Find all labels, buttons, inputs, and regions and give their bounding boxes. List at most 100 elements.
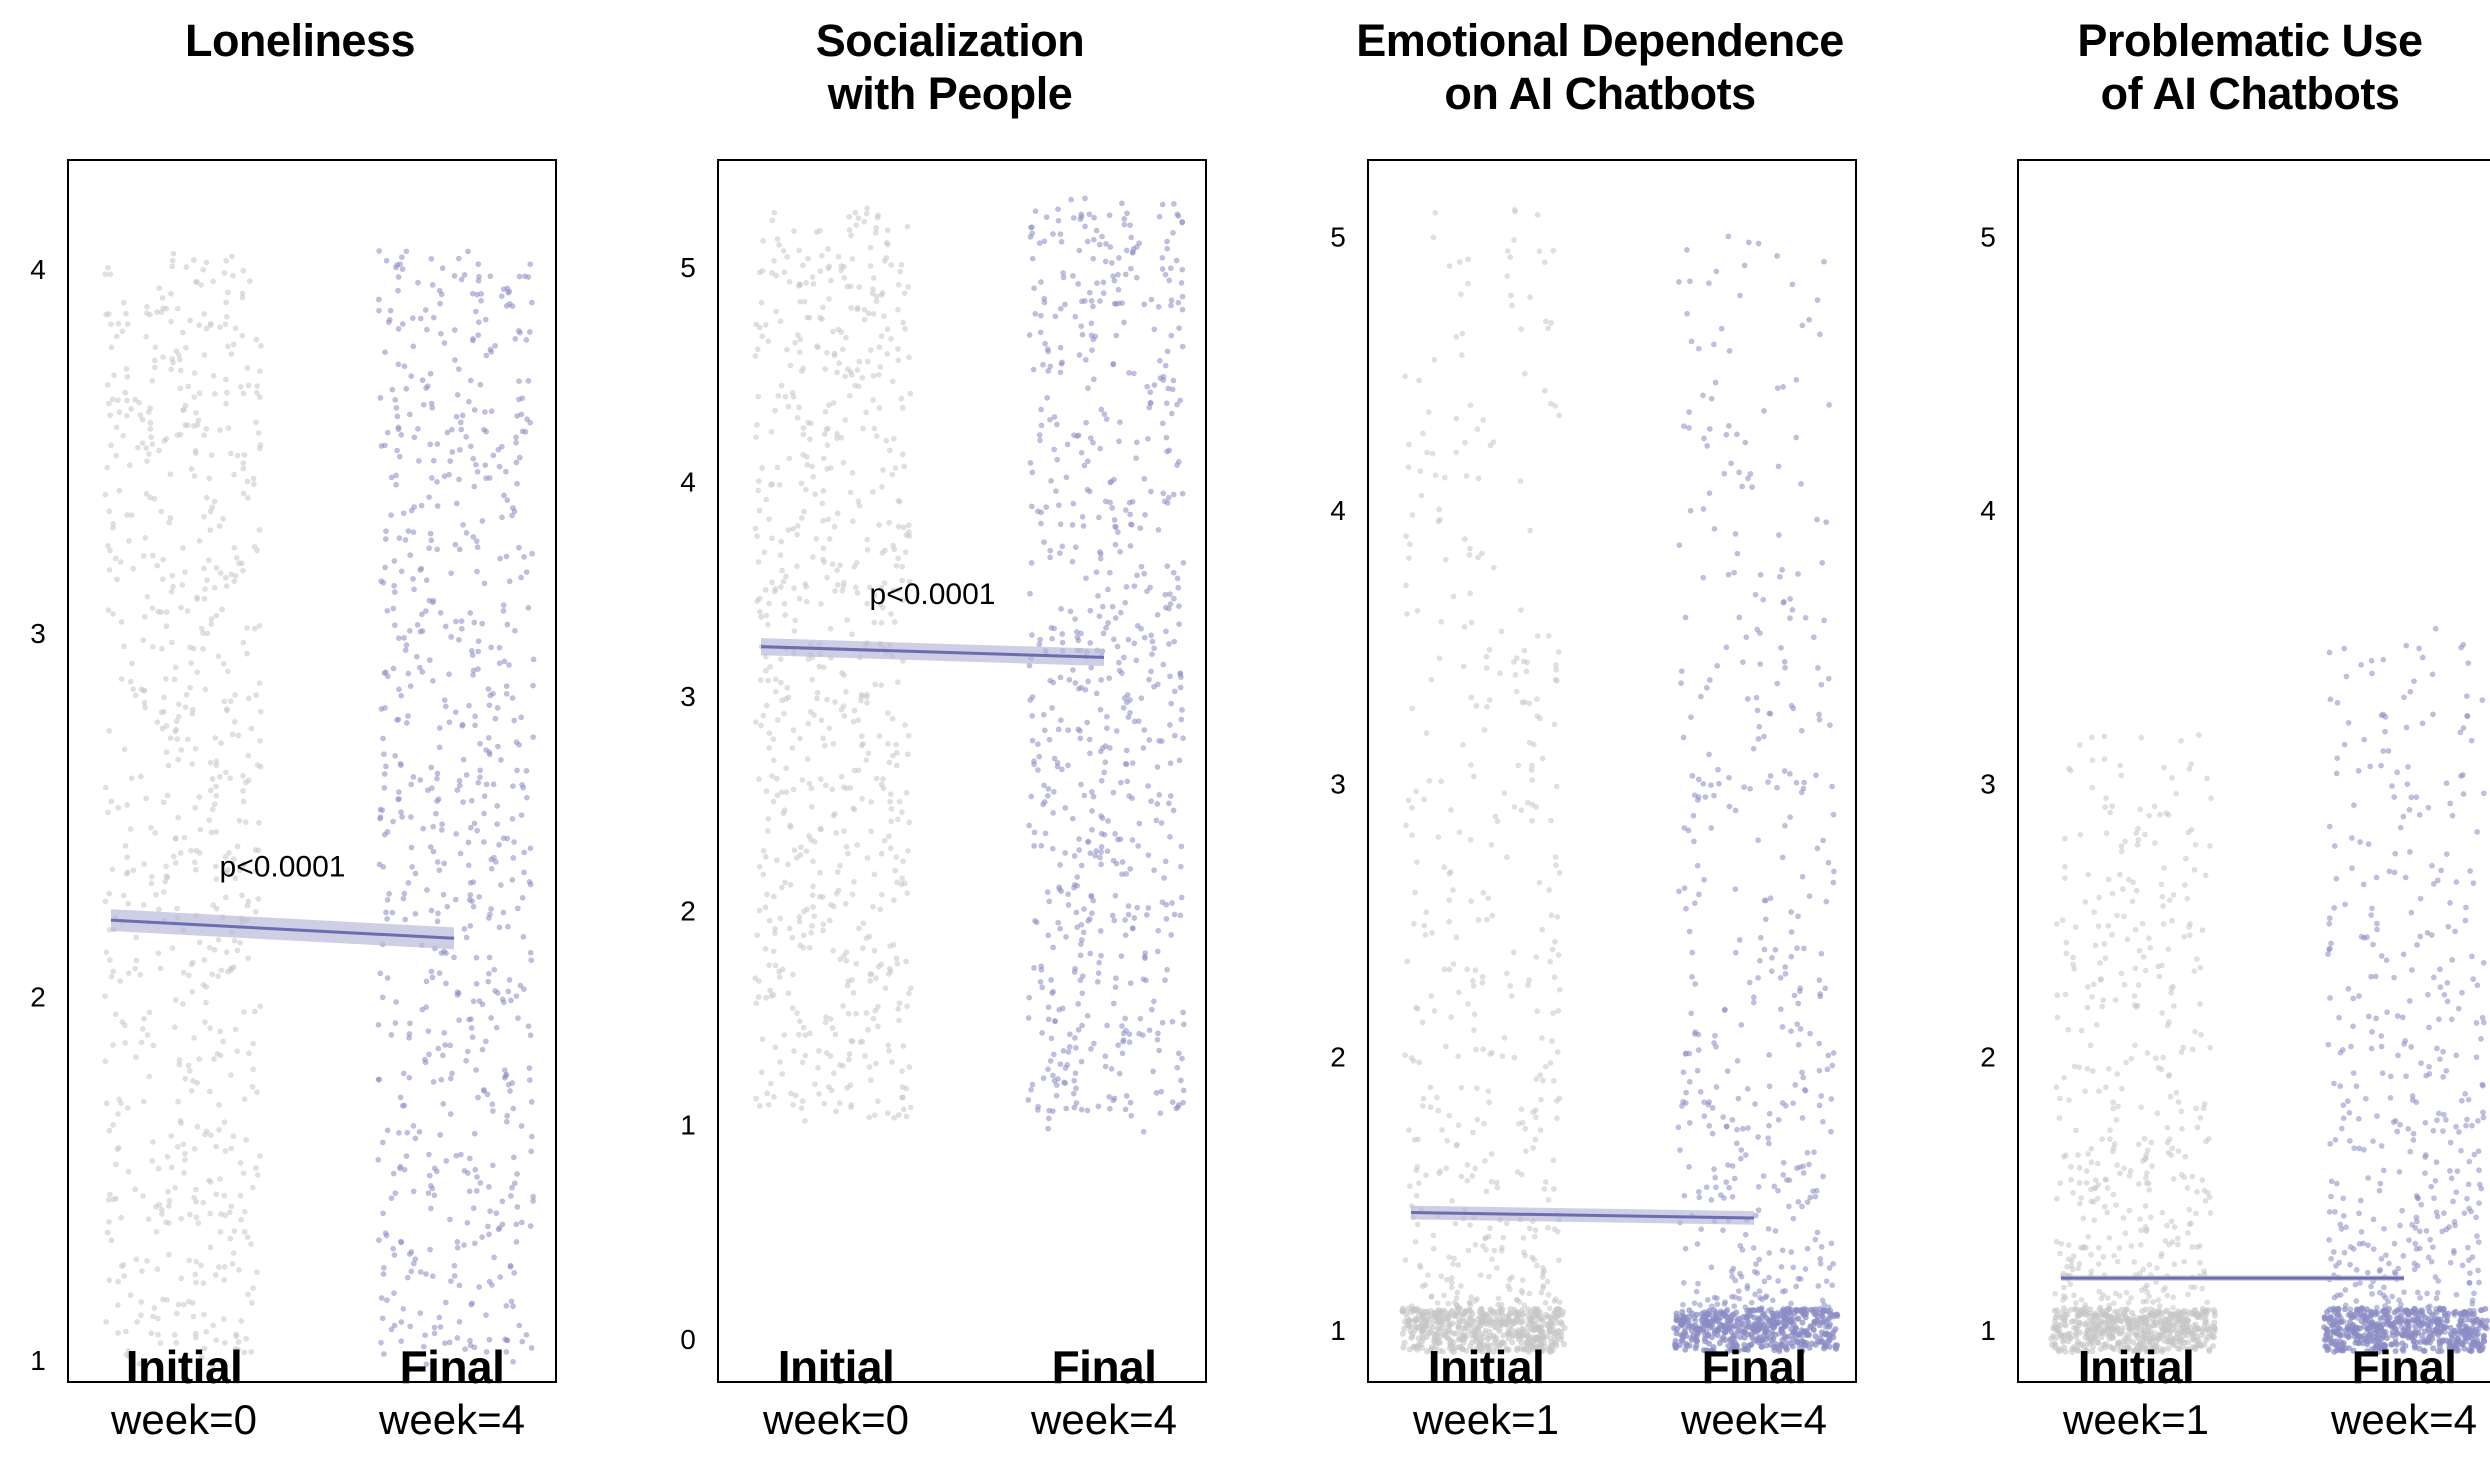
data-point <box>1122 1015 1129 1022</box>
data-point <box>1671 1324 1678 1332</box>
data-point <box>1493 1334 1500 1342</box>
data-point <box>1552 938 1558 945</box>
data-point <box>375 1076 382 1083</box>
data-point <box>794 563 800 570</box>
data-point <box>1178 1077 1184 1084</box>
data-point <box>1057 521 1064 528</box>
data-point <box>530 656 537 663</box>
data-point <box>900 319 907 326</box>
data-point <box>798 480 805 487</box>
data-point <box>222 321 229 328</box>
data-point <box>196 1056 203 1062</box>
data-point <box>172 664 179 671</box>
data-point <box>211 498 218 505</box>
data-point <box>1721 1007 1728 1013</box>
plot-frame <box>1367 159 1857 1383</box>
data-point <box>502 468 509 475</box>
data-point <box>444 903 451 910</box>
data-point <box>1832 1325 1839 1333</box>
data-point <box>523 767 530 774</box>
data-point <box>1447 868 1454 875</box>
data-point <box>907 390 914 397</box>
data-point <box>1065 1049 1072 1055</box>
data-point <box>1818 1093 1825 1099</box>
data-point <box>1551 721 1558 728</box>
data-point <box>1732 949 1739 956</box>
data-point <box>2186 932 2193 938</box>
data-point <box>1493 1319 1500 1326</box>
data-point <box>1689 973 1695 980</box>
data-point <box>1504 273 1511 280</box>
data-point <box>111 372 117 379</box>
data-point <box>1435 1107 1442 1114</box>
data-point <box>1716 1339 1724 1347</box>
data-point <box>491 1254 497 1261</box>
x-label-initial-week: week=0 <box>111 1396 257 1443</box>
data-point <box>1082 686 1089 693</box>
data-point <box>1029 255 1036 262</box>
data-point <box>156 285 163 292</box>
data-point <box>1551 974 1558 981</box>
data-point <box>1108 259 1115 266</box>
data-point <box>1500 1319 1507 1326</box>
data-point <box>1155 303 1162 310</box>
data-point <box>1520 1249 1527 1256</box>
data-point <box>102 491 109 498</box>
data-point <box>1167 673 1173 680</box>
data-point <box>1503 1314 1510 1321</box>
data-point <box>104 464 111 471</box>
data-point <box>1739 483 1746 490</box>
data-point <box>881 547 888 554</box>
data-point <box>1091 214 1097 221</box>
data-point <box>1041 299 1048 306</box>
data-point <box>171 676 178 683</box>
data-point <box>1429 929 1435 936</box>
data-point <box>1093 690 1100 697</box>
data-point <box>1079 990 1086 997</box>
data-point <box>401 363 408 370</box>
data-point <box>1066 676 1073 683</box>
data-point <box>1530 1320 1537 1328</box>
data-point <box>106 1277 113 1283</box>
data-point <box>516 741 522 748</box>
data-point <box>198 1354 205 1361</box>
data-point <box>1475 475 1482 482</box>
data-point <box>1045 785 1052 792</box>
data-point <box>844 366 851 373</box>
data-point <box>477 381 484 388</box>
data-point <box>407 552 414 558</box>
x-label-initial: Initial week=0 <box>706 1340 966 1446</box>
data-point <box>866 1114 873 1121</box>
data-point <box>528 299 535 306</box>
data-point <box>243 1335 249 1342</box>
data-point <box>1483 703 1490 710</box>
data-point <box>158 645 165 652</box>
data-point <box>105 542 111 549</box>
data-point <box>1788 1028 1794 1035</box>
data-point <box>524 416 530 423</box>
data-point <box>250 1285 256 1291</box>
data-point <box>422 1332 428 1339</box>
data-point <box>384 916 390 922</box>
data-point <box>523 794 530 801</box>
data-point <box>1060 274 1067 281</box>
data-point <box>169 263 176 270</box>
data-point <box>1178 674 1184 680</box>
data-point <box>436 867 443 874</box>
data-point <box>467 824 474 831</box>
data-point <box>1127 697 1133 703</box>
data-point <box>1814 297 1821 303</box>
data-point <box>1406 1127 1412 1133</box>
data-point <box>1450 961 1457 967</box>
data-point <box>1552 676 1559 683</box>
data-point <box>434 859 441 865</box>
data-point <box>119 328 126 335</box>
data-point <box>835 253 842 260</box>
data-point <box>820 487 827 494</box>
data-point <box>1481 726 1488 733</box>
data-point <box>858 733 865 739</box>
data-point <box>395 686 402 693</box>
data-point <box>1111 277 1118 284</box>
data-point <box>772 962 779 969</box>
data-point <box>1147 488 1154 495</box>
